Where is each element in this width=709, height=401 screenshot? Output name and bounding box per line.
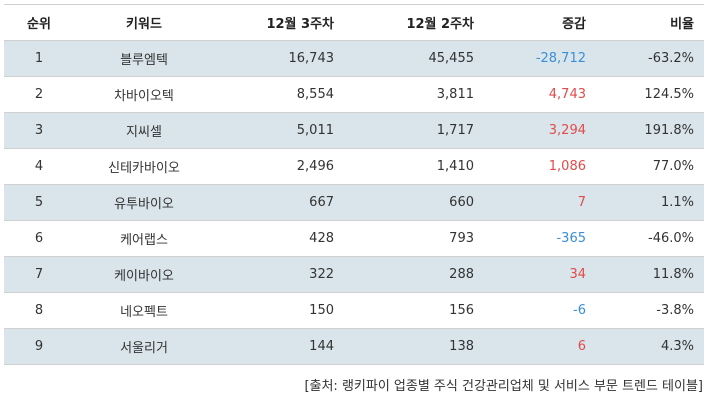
cell-rank: 7 bbox=[4, 256, 74, 293]
table-row: 9 서울리거 144 138 6 4.3% bbox=[4, 328, 704, 365]
cell-week3: 8,554 bbox=[214, 76, 344, 113]
cell-week2: 660 bbox=[344, 184, 484, 221]
table-row: 8 네오펙트 150 156 -6 -3.8% bbox=[4, 292, 704, 329]
header-ratio: 비율 bbox=[596, 4, 704, 41]
cell-week2: 793 bbox=[344, 220, 484, 257]
source-caption: [출처: 랭키파이 업종별 주식 건강관리업체 및 서비스 부문 트렌드 테이블… bbox=[304, 379, 703, 394]
cell-week3: 2,496 bbox=[214, 148, 344, 185]
cell-ratio: -3.8% bbox=[596, 292, 704, 329]
cell-keyword: 케어랩스 bbox=[74, 220, 214, 257]
table-row: 4 신테카바이오 2,496 1,410 1,086 77.0% bbox=[4, 148, 704, 185]
cell-change: 1,086 bbox=[484, 148, 596, 185]
cell-ratio: -63.2% bbox=[596, 40, 704, 77]
cell-ratio: -46.0% bbox=[596, 220, 704, 257]
cell-keyword: 차바이오텍 bbox=[74, 76, 214, 113]
cell-rank: 1 bbox=[4, 40, 74, 77]
cell-ratio: 77.0% bbox=[596, 148, 704, 185]
cell-rank: 5 bbox=[4, 184, 74, 221]
cell-week3: 428 bbox=[214, 220, 344, 257]
cell-rank: 3 bbox=[4, 112, 74, 149]
header-week3: 12월 3주차 bbox=[214, 4, 344, 41]
table-row: 2 차바이오텍 8,554 3,811 4,743 124.5% bbox=[4, 76, 704, 113]
cell-week3: 150 bbox=[214, 292, 344, 329]
cell-change: -6 bbox=[484, 292, 596, 329]
cell-week3: 144 bbox=[214, 328, 344, 365]
cell-week3: 16,743 bbox=[214, 40, 344, 77]
cell-week2: 45,455 bbox=[344, 40, 484, 77]
cell-keyword: 블루엠텍 bbox=[74, 40, 214, 77]
header-rank: 순위 bbox=[4, 4, 74, 41]
table-row: 1 블루엠텍 16,743 45,455 -28,712 -63.2% bbox=[4, 40, 704, 77]
cell-change: 4,743 bbox=[484, 76, 596, 113]
cell-week2: 288 bbox=[344, 256, 484, 293]
table-row: 5 유투바이오 667 660 7 1.1% bbox=[4, 184, 704, 221]
cell-change: 34 bbox=[484, 256, 596, 293]
cell-week2: 156 bbox=[344, 292, 484, 329]
header-change: 증감 bbox=[484, 4, 596, 41]
cell-week3: 667 bbox=[214, 184, 344, 221]
cell-ratio: 4.3% bbox=[596, 328, 704, 365]
cell-keyword: 신테카바이오 bbox=[74, 148, 214, 185]
table-row: 7 케이바이오 322 288 34 11.8% bbox=[4, 256, 704, 293]
table-header-row: 순위 키워드 12월 3주차 12월 2주차 증감 비율 bbox=[4, 4, 704, 41]
cell-rank: 9 bbox=[4, 328, 74, 365]
cell-change: -365 bbox=[484, 220, 596, 257]
cell-week3: 5,011 bbox=[214, 112, 344, 149]
cell-week2: 1,717 bbox=[344, 112, 484, 149]
cell-change: -28,712 bbox=[484, 40, 596, 77]
cell-ratio: 1.1% bbox=[596, 184, 704, 221]
cell-week3: 322 bbox=[214, 256, 344, 293]
cell-change: 3,294 bbox=[484, 112, 596, 149]
table-body: 1 블루엠텍 16,743 45,455 -28,712 -63.2% 2 차바이오텍 8,55… bbox=[4, 40, 704, 365]
table-row: 3 지씨셀 5,011 1,717 3,294 191.8% bbox=[4, 112, 704, 149]
cell-week2: 138 bbox=[344, 328, 484, 365]
cell-week2: 3,811 bbox=[344, 76, 484, 113]
cell-rank: 8 bbox=[4, 292, 74, 329]
cell-week2: 1,410 bbox=[344, 148, 484, 185]
cell-change: 7 bbox=[484, 184, 596, 221]
header-week2: 12월 2주차 bbox=[344, 4, 484, 41]
cell-ratio: 124.5% bbox=[596, 76, 704, 113]
cell-ratio: 191.8% bbox=[596, 112, 704, 149]
cell-change: 6 bbox=[484, 328, 596, 365]
cell-keyword: 네오펙트 bbox=[74, 292, 214, 329]
table-row: 6 케어랩스 428 793 -365 -46.0% bbox=[4, 220, 704, 257]
header-keyword: 키워드 bbox=[74, 4, 214, 41]
cell-keyword: 유투바이오 bbox=[74, 184, 214, 221]
cell-keyword: 지씨셀 bbox=[74, 112, 214, 149]
cell-keyword: 케이바이오 bbox=[74, 256, 214, 293]
cell-keyword: 서울리거 bbox=[74, 328, 214, 365]
cell-ratio: 11.8% bbox=[596, 256, 704, 293]
cell-rank: 2 bbox=[4, 76, 74, 113]
cell-rank: 4 bbox=[4, 148, 74, 185]
cell-rank: 6 bbox=[4, 220, 74, 257]
keyword-trend-table: 순위 키워드 12월 3주차 12월 2주차 증감 비율 1 블루엠텍 16,743… bbox=[4, 4, 704, 365]
